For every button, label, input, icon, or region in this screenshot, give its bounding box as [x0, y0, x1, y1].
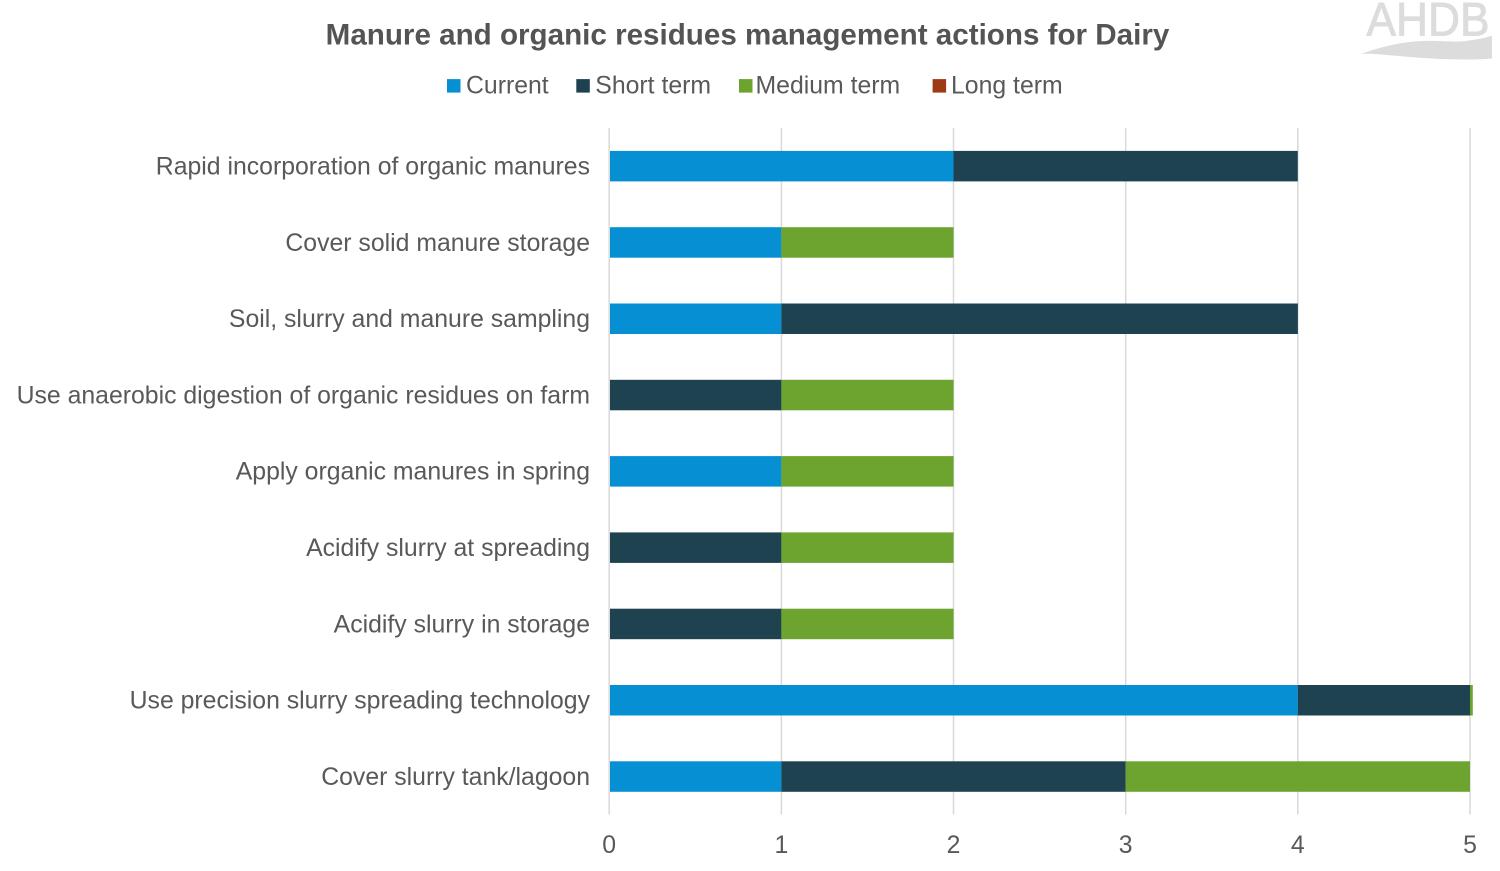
svg-text:4: 4: [1291, 832, 1305, 859]
svg-text:2: 2: [947, 832, 961, 859]
svg-text:Current: Current: [466, 73, 549, 100]
svg-text:Acidify slurry at spreading: Acidify slurry at spreading: [306, 535, 590, 562]
svg-text:3: 3: [1119, 832, 1133, 859]
svg-text:Use anaerobic digestion of org: Use anaerobic digestion of organic resid…: [17, 382, 590, 409]
svg-text:Cover slurry tank/lagoon: Cover slurry tank/lagoon: [321, 764, 590, 791]
svg-text:5: 5: [1463, 832, 1477, 859]
svg-text:0: 0: [602, 832, 616, 859]
svg-text:Rapid incorporation of organic: Rapid incorporation of organic manures: [156, 154, 590, 181]
svg-text:Apply organic manures in sprin: Apply organic manures in spring: [236, 459, 590, 486]
svg-text:Medium term: Medium term: [756, 73, 901, 100]
svg-text:AHDB: AHDB: [1367, 0, 1490, 46]
svg-text:Soil, slurry and manure sampli: Soil, slurry and manure sampling: [229, 306, 590, 333]
svg-text:Use precision slurry spreading: Use precision slurry spreading technolog…: [130, 688, 591, 715]
svg-text:1: 1: [775, 832, 789, 859]
svg-text:Acidify slurry in storage: Acidify slurry in storage: [334, 611, 590, 638]
svg-text:Cover solid manure storage: Cover solid manure storage: [285, 230, 590, 257]
svg-text:Long term: Long term: [951, 73, 1063, 100]
svg-text:Manure and organic residues ma: Manure and organic residues management a…: [326, 18, 1170, 51]
svg-text:Short term: Short term: [595, 73, 711, 100]
